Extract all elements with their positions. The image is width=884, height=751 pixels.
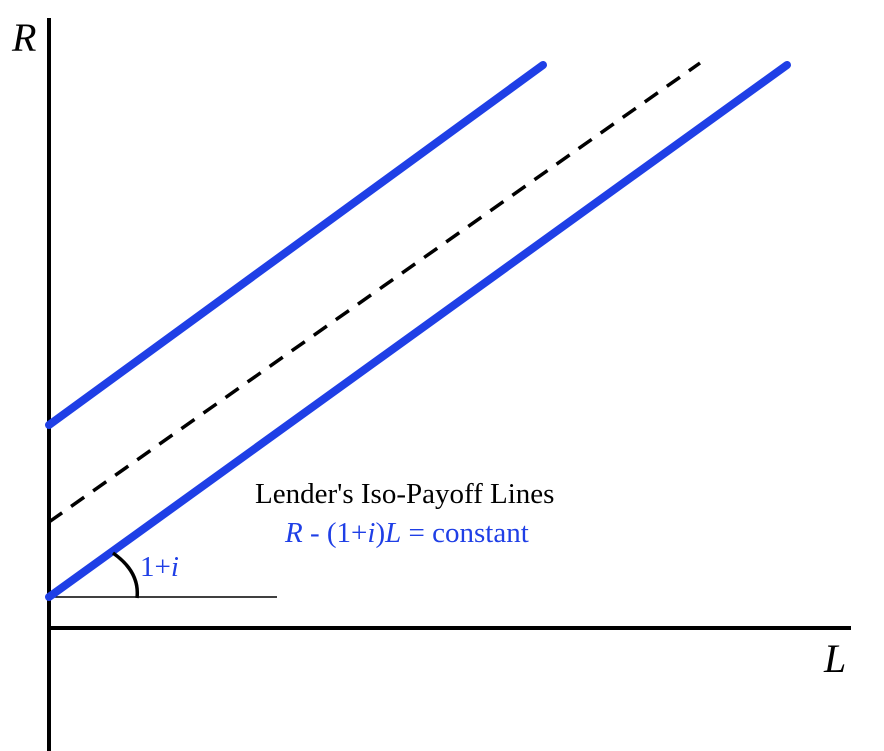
diagram-title: Lender's Iso-Payoff Lines bbox=[255, 478, 554, 510]
slope-angle-arc bbox=[111, 551, 140, 599]
equation-constant: = constant bbox=[401, 517, 529, 549]
slope-label: 1+i bbox=[140, 551, 179, 583]
iso-payoff-line-upper bbox=[45, 61, 547, 429]
y-axis-label: R bbox=[11, 15, 36, 60]
equation-i: i bbox=[367, 517, 375, 549]
slope-label-text: 1+ bbox=[140, 551, 171, 583]
equation-close: ) bbox=[375, 517, 385, 549]
equation-minus: - (1+ bbox=[303, 517, 368, 549]
x-axis-label: L bbox=[823, 636, 846, 681]
diagram-equation: R - (1+i)L = constant bbox=[284, 517, 529, 549]
slope-label-var: i bbox=[171, 551, 179, 583]
equation-r: R bbox=[284, 517, 303, 549]
iso-payoff-line-middle bbox=[47, 61, 702, 524]
equation-l: L bbox=[384, 517, 401, 549]
iso-payoff-line-lower bbox=[45, 61, 791, 601]
